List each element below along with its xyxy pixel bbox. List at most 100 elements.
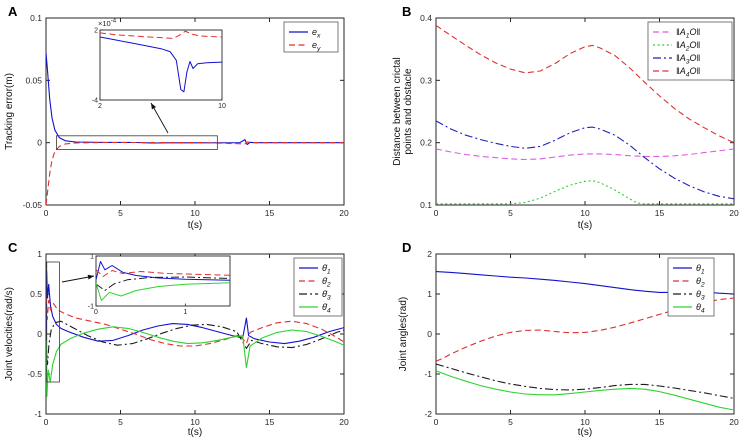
C-xtick-label: 10 <box>190 417 200 427</box>
C-xtick-label: 15 <box>265 417 275 427</box>
C-legend-label-dtheta3: θ̇3 <box>322 289 331 302</box>
A-inset-box <box>99 29 223 101</box>
B-ytick-label: 0.2 <box>420 138 432 148</box>
D-legend-label-theta4: θ4 <box>696 302 705 315</box>
B-ytick-label: 0.4 <box>420 13 432 23</box>
A-legend-label-e_y: ey <box>312 40 321 53</box>
C-inset-box <box>95 255 231 307</box>
A-ytick-label: 0.05 <box>25 75 42 85</box>
B-xtick-label: 5 <box>508 208 513 218</box>
D-series-theta2 <box>436 297 734 362</box>
C-inset-series-dtheta3_zoom <box>96 276 230 291</box>
D-ytick-label: 2 <box>427 249 432 259</box>
A-inset-xtick-label: 2 <box>98 103 102 110</box>
D-xlabel: t(s) <box>578 427 592 438</box>
panel-C: 0 5 10 15 20-1-0.500.510 1-11θ̇1θ̇2θ̇3θ̇4t(s)… <box>4 240 349 438</box>
A-xtick-label: 5 <box>118 208 123 218</box>
C-inset-series-dtheta4_zoom <box>96 282 230 301</box>
B-ytick-label: 0.1 <box>420 200 432 210</box>
panel-B: 0 5 10 15 20 0.1 0.2 0.3 0.4 ‖A1O‖‖A2O‖‖A3O‖‖A4O‖… <box>392 4 739 231</box>
D-xtick-label: 20 <box>729 417 739 427</box>
panel-letter-D: D <box>402 240 411 255</box>
C-zoom-source-rect <box>46 261 60 383</box>
A-xtick-label: 20 <box>339 208 349 218</box>
D-legend-label-theta3: θ3 <box>696 289 705 302</box>
C-legend-label-dtheta1: θ̇1 <box>322 263 331 276</box>
A-legend-box <box>283 21 339 53</box>
C-xtick-label: 5 <box>118 417 123 427</box>
B-series-A2O <box>436 180 734 205</box>
C-series-dtheta1 <box>46 271 344 345</box>
A-series-e_y <box>46 141 344 205</box>
D-ytick-label: -2 <box>424 409 432 419</box>
B-series-A4O <box>436 25 734 144</box>
A-ytick-label: -0.05 <box>23 200 43 210</box>
C-xlabel: t(s) <box>188 427 202 438</box>
A-ytick-label: 0.1 <box>30 13 42 23</box>
panel-letter-C: C <box>8 240 18 255</box>
C-ytick-label: 0 <box>37 329 42 339</box>
D-legend-label-theta2: θ2 <box>696 276 705 289</box>
D-xtick-label: 10 <box>580 417 590 427</box>
C-legend-label-dtheta2: θ̇2 <box>322 276 331 289</box>
A-zoom-arrowhead <box>151 103 156 110</box>
A-legend-label-e_x: ex <box>312 27 321 40</box>
B-ylabel-line1: Distance between crictal <box>392 57 403 165</box>
C-series-dtheta3 <box>46 320 344 365</box>
A-inset-series-e_x_zoom <box>100 36 222 93</box>
D-ytick-label: -1 <box>424 369 432 379</box>
D-legend-label-theta1: θ1 <box>696 263 705 276</box>
C-ytick-label: 1 <box>37 249 42 259</box>
B-xtick-label: 0 <box>434 208 439 218</box>
C-series-dtheta4 <box>46 326 344 397</box>
B-xtick-label: 10 <box>580 208 590 218</box>
C-inset-series-dtheta2_zoom <box>96 269 230 277</box>
B-ylabel-line2: points and obstacle <box>403 68 414 155</box>
B-xlabel: t(s) <box>578 220 592 231</box>
A-inset-ytick-label: -4 <box>92 98 98 105</box>
D-series-theta4 <box>436 370 734 411</box>
C-ylabel-line1: Joint velocities(rad/s) <box>4 287 15 381</box>
B-xtick-label: 20 <box>729 208 739 218</box>
C-ytick-label: 0.5 <box>30 289 42 299</box>
C-inset-series-dtheta1_zoom <box>96 261 230 281</box>
C-ytick-label: -1 <box>34 409 42 419</box>
B-legend-label-A1O: ‖A1O‖ <box>676 27 701 40</box>
A-xtick-label: 10 <box>190 208 200 218</box>
D-series-theta3 <box>436 363 734 399</box>
B-series-A3O <box>436 120 734 200</box>
A-inset-series-e_y_zoom <box>100 30 222 39</box>
B-ytick-label: 0.3 <box>420 75 432 85</box>
A-xtick-label: 15 <box>265 208 275 218</box>
panel-letter-A: A <box>8 4 18 19</box>
D-ytick-label: 0 <box>427 329 432 339</box>
D-ytick-label: 1 <box>427 289 432 299</box>
D-xtick-label: 0 <box>434 417 439 427</box>
B-legend-box <box>647 21 733 81</box>
C-zoom-arrowhead <box>87 274 94 280</box>
D-ylabel-line1: Joint angles(rad) <box>398 297 409 371</box>
C-xtick-label: 20 <box>339 417 349 427</box>
C-inset-xtick-label: 0 <box>94 309 98 316</box>
A-inset-xtick-label: 10 <box>218 103 226 110</box>
B-series-A1O <box>436 148 734 161</box>
C-legend-label-dtheta4: θ̇4 <box>322 302 331 315</box>
panel-letter-B: B <box>402 4 411 19</box>
A-ytick-label: 0 <box>37 138 42 148</box>
C-inset-xtick-label: 1 <box>183 309 187 316</box>
A-inset-ytick-label: 2 <box>94 28 98 35</box>
A-xtick-label: 0 <box>44 208 49 218</box>
A-xlabel: t(s) <box>188 220 202 231</box>
D-xtick-label: 5 <box>508 417 513 427</box>
C-xtick-label: 0 <box>44 417 49 427</box>
B-legend-label-A3O: ‖A3O‖ <box>676 53 701 66</box>
C-inset-ytick-label: 1 <box>90 254 94 261</box>
A-zoom-source-rect <box>56 135 218 150</box>
B-xtick-label: 15 <box>655 208 665 218</box>
B-legend-label-A2O: ‖A2O‖ <box>676 40 701 53</box>
D-xtick-label: 15 <box>655 417 665 427</box>
A-ylabel-line1: Tracking error(m) <box>4 73 15 150</box>
